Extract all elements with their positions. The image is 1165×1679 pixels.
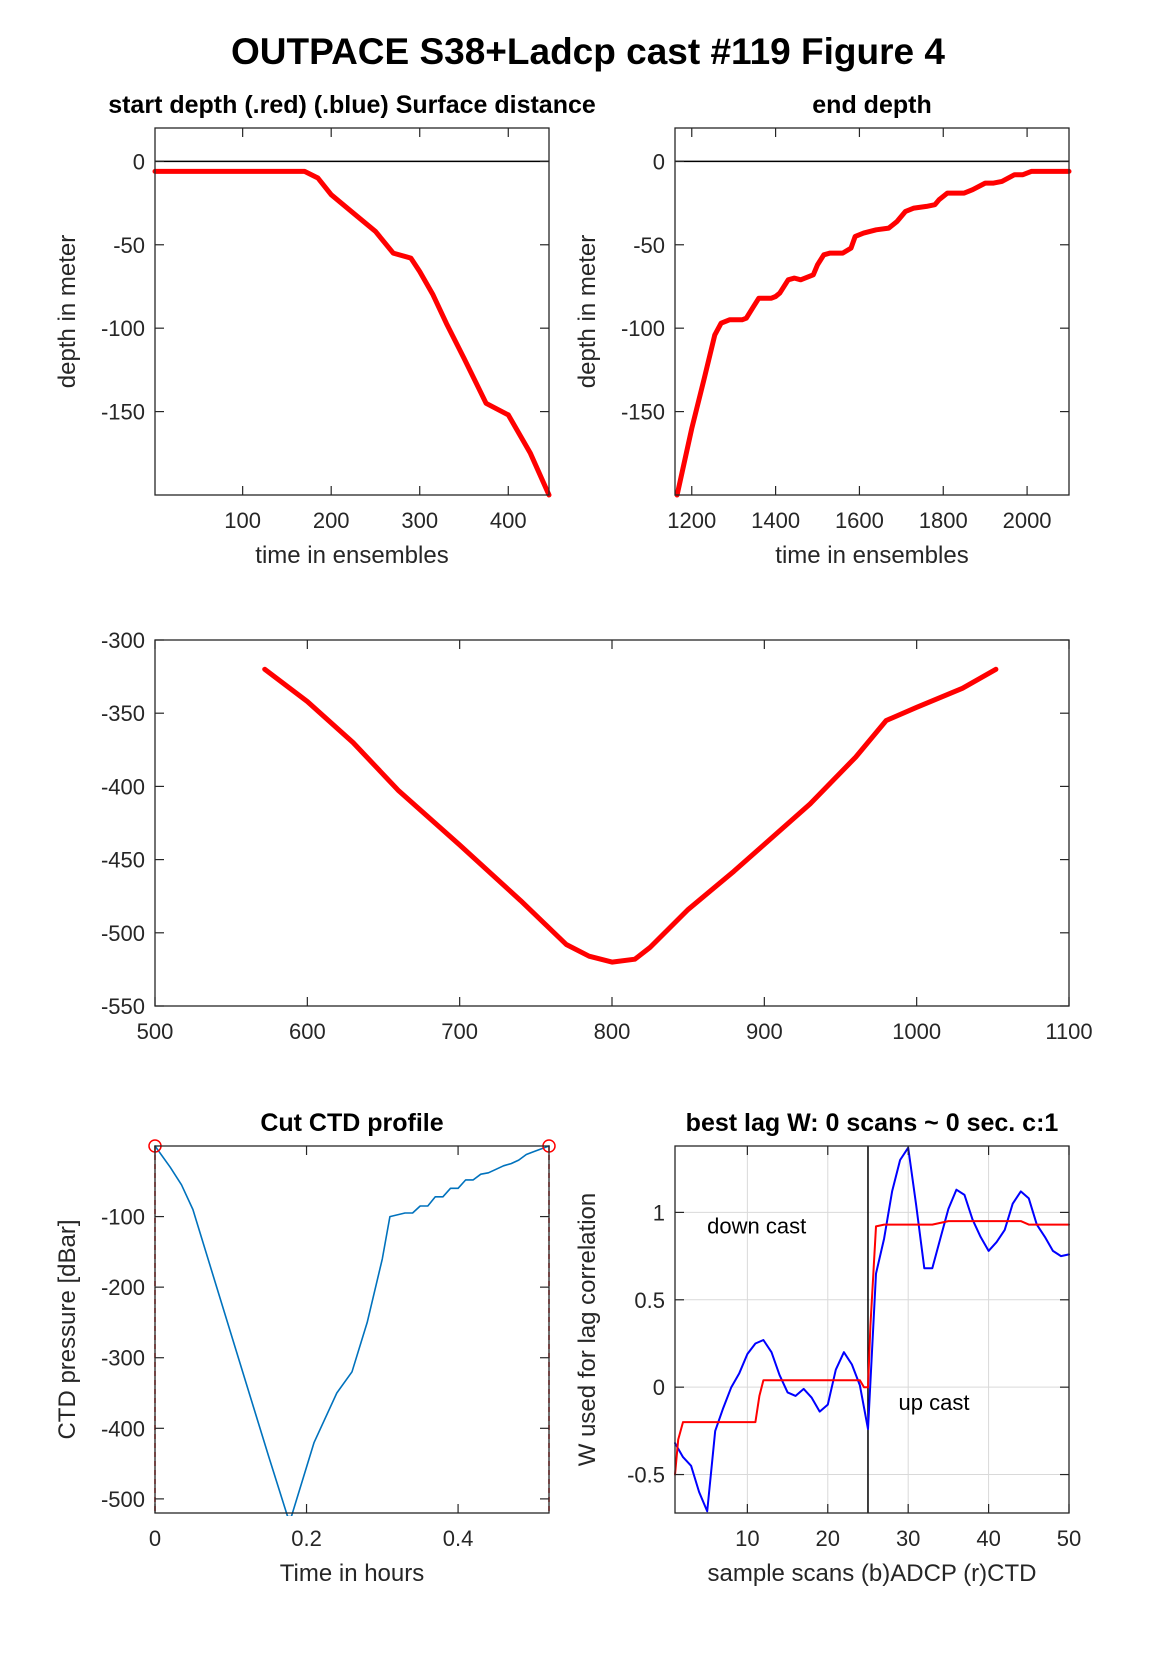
x-tick-label: 500 (137, 1019, 174, 1044)
y-tick-label: 1 (653, 1200, 665, 1225)
chart-start_depth: 100 200 300 400 0 -50 -100 -150 start depth (.re… (54, 91, 596, 569)
plot-title: Cut CTD profile (260, 1109, 443, 1137)
x-axis-label: time in ensembles (775, 542, 968, 569)
y-tick-label: -500 (101, 921, 145, 946)
plot-area (675, 1146, 1069, 1513)
plot-area (155, 1146, 549, 1513)
series-line-1 (674, 1220, 1070, 1476)
x-tick-label: 100 (224, 508, 261, 533)
x-tick-label: 1600 (835, 508, 884, 533)
x-axis-label: Time in hours (280, 1560, 425, 1587)
y-tick-label: -300 (101, 1346, 145, 1371)
annotation-0: down cast (707, 1213, 806, 1238)
y-axis-label: depth in meter (54, 235, 81, 388)
x-tick-label: 1000 (892, 1019, 941, 1044)
y-tick-label: -100 (101, 316, 145, 341)
x-tick-label: 1800 (919, 508, 968, 533)
series-line-0 (262, 666, 999, 965)
chart-ctd_profile: 0 0.2 0.4 -100 -200 -300 -400 -500 Cut CTD profi… (54, 1109, 556, 1587)
y-tick-label: 0.5 (634, 1288, 665, 1313)
series-line-0 (152, 168, 552, 498)
y-axis-label: depth in meter (574, 235, 601, 388)
x-tick-label: 30 (896, 1526, 920, 1551)
axes-box (674, 1145, 1070, 1514)
plot-area (155, 128, 549, 495)
y-tick-label: -450 (101, 848, 145, 873)
x-tick-label: 0.2 (291, 1526, 322, 1551)
y-tick-label: 0 (653, 149, 665, 174)
x-axis-label: time in ensembles (255, 542, 448, 569)
y-axis-label: W used for lag correlation (574, 1193, 601, 1466)
annotation-1: up cast (899, 1390, 970, 1415)
x-tick-label: 700 (441, 1019, 478, 1044)
y-tick-label: -50 (633, 233, 665, 258)
x-tick-label: 600 (289, 1019, 326, 1044)
y-tick-label: -0.5 (627, 1463, 665, 1488)
x-tick-label: 900 (746, 1019, 783, 1044)
y-tick-label: 0 (653, 1375, 665, 1400)
y-tick-label: -200 (101, 1275, 145, 1300)
series-line-0 (154, 1145, 550, 1516)
y-tick-label: -400 (101, 774, 145, 799)
y-tick-label: -150 (621, 400, 665, 425)
series-line-0 (674, 168, 1072, 498)
plot-title: best lag W: 0 scans ~ 0 sec. c:1 (686, 1109, 1059, 1137)
y-tick-label: -100 (621, 316, 665, 341)
plot-area (675, 128, 1069, 495)
y-tick-label: 0 (133, 149, 145, 174)
series-line-0 (674, 1146, 1070, 1513)
axes-box (154, 1145, 550, 1514)
plot-area (155, 640, 1069, 1006)
x-tick-label: 200 (313, 508, 350, 533)
plot-title: end depth (812, 91, 931, 119)
y-tick-label: -150 (101, 400, 145, 425)
axes-box (154, 127, 550, 496)
y-tick-label: -50 (113, 233, 145, 258)
y-axis-label: CTD pressure [dBar] (54, 1219, 81, 1439)
y-tick-label: -300 (101, 628, 145, 653)
x-tick-label: 10 (735, 1526, 759, 1551)
x-tick-label: 40 (976, 1526, 1000, 1551)
x-axis-label: sample scans (b)ADCP (r)CTD (708, 1560, 1037, 1587)
x-tick-label: 1200 (667, 508, 716, 533)
chart-end_depth: 1200 1400 1600 1800 2000 0 -50 -100 -150 end dept… (574, 91, 1072, 569)
x-tick-label: 2000 (1003, 508, 1052, 533)
x-tick-label: 800 (594, 1019, 631, 1044)
x-tick-label: 0.4 (443, 1526, 474, 1551)
x-tick-label: 50 (1057, 1526, 1081, 1551)
x-tick-label: 0 (149, 1526, 161, 1551)
axes-box (674, 127, 1070, 496)
plot-title: start depth (.red) (.blue) Surface dista… (108, 91, 596, 119)
figure-title: OUTPACE S38+Ladcp cast #119 Figure 4 (231, 31, 945, 72)
y-tick-label: -100 (101, 1205, 145, 1230)
y-tick-label: -350 (101, 701, 145, 726)
chart-lag_correlation: 10 20 30 40 50 1 0.5 0 -0.5 best lag W: 0 scans ~… (574, 1109, 1081, 1587)
y-tick-label: -400 (101, 1416, 145, 1441)
x-tick-label: 300 (401, 508, 438, 533)
y-tick-label: -550 (101, 994, 145, 1019)
x-tick-label: 1100 (1045, 1019, 1092, 1044)
x-tick-label: 20 (816, 1526, 840, 1551)
y-tick-label: -500 (101, 1487, 145, 1512)
x-tick-label: 1400 (751, 508, 800, 533)
chart-middle: 500 600 700 800 900 1000 1100 -300 -350 -400 -450 -… (101, 628, 1093, 1044)
x-tick-label: 400 (490, 508, 527, 533)
